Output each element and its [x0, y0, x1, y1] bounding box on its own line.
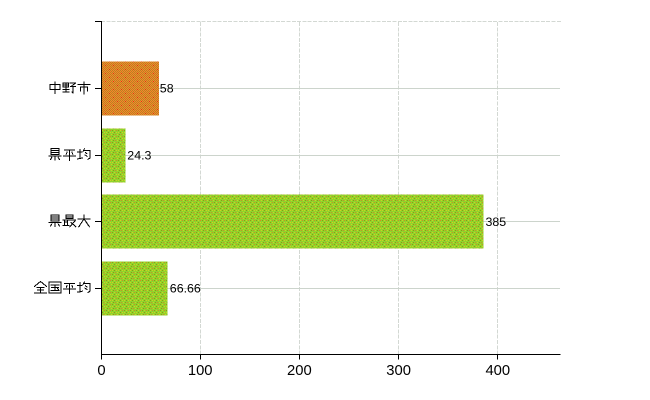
svg-text:200: 200: [287, 363, 312, 379]
svg-text:0: 0: [97, 363, 105, 379]
svg-text:300: 300: [386, 363, 411, 379]
svg-text:100: 100: [188, 363, 213, 379]
svg-text:385: 385: [486, 215, 507, 229]
svg-text:24.3: 24.3: [127, 148, 151, 162]
svg-text:66.66: 66.66: [170, 282, 201, 296]
svg-text:58: 58: [160, 82, 174, 96]
svg-text:400: 400: [485, 363, 510, 379]
